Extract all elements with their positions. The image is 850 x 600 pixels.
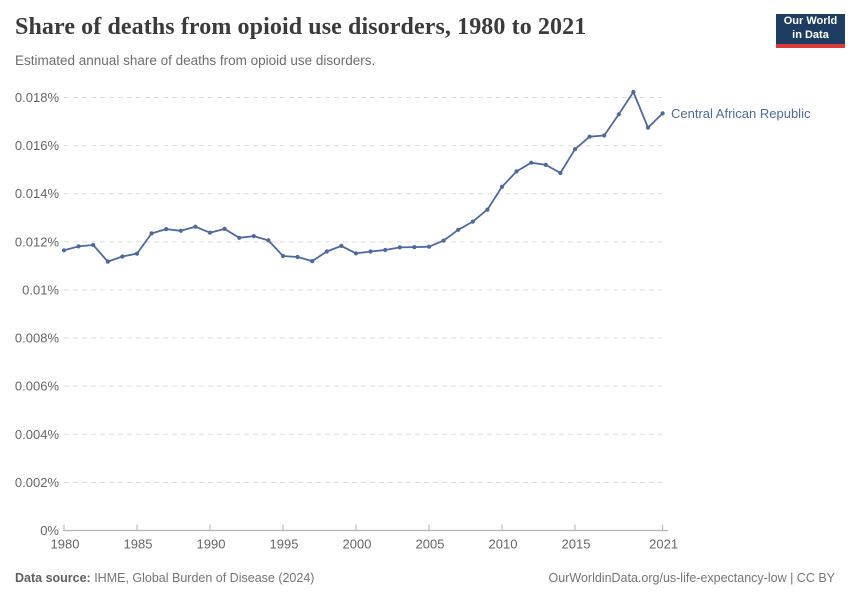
series-point <box>105 259 110 264</box>
y-axis-tick-label: 0.016% <box>15 138 60 153</box>
series-point <box>485 207 490 212</box>
series-point <box>514 169 519 174</box>
series-point <box>441 238 446 243</box>
series-point <box>602 133 607 138</box>
series-point <box>558 170 563 176</box>
x-axis-tick-label: 2010 <box>489 537 518 552</box>
series-point <box>61 248 67 253</box>
chart-subtitle: Estimated annual share of deaths from op… <box>15 53 376 68</box>
series-point <box>266 238 271 243</box>
y-axis-tick-label: 0.014% <box>15 186 60 201</box>
series-point <box>543 162 548 167</box>
x-axis-tick-label: 2005 <box>416 537 445 552</box>
series-point <box>660 111 665 116</box>
series-point <box>499 184 505 189</box>
series-point <box>310 259 315 264</box>
series-point <box>295 254 300 260</box>
series-point <box>529 160 534 165</box>
series-point <box>339 243 344 248</box>
x-axis-tick-label: 1980 <box>51 537 80 552</box>
credit-link[interactable]: OurWorldinData.org/us-life-expectancy-lo… <box>548 571 835 585</box>
series-point <box>237 235 242 240</box>
series-point <box>456 227 461 232</box>
series-point <box>207 230 213 235</box>
x-axis-tick-label: 1990 <box>197 537 226 552</box>
series-point <box>178 228 183 233</box>
y-axis-tick-label: 0.006% <box>15 379 60 394</box>
x-axis-tick-label: 2015 <box>562 537 591 552</box>
line-chart-plot: 0% 0.002% 0.004% 0.006% 0.008% 0.01% 0.012% 0.0… <box>15 89 678 552</box>
series-point <box>222 226 227 231</box>
series-point <box>134 251 140 256</box>
series-point <box>324 249 329 254</box>
series-point <box>368 249 373 254</box>
x-axis-tick-label: 2021 <box>649 537 678 552</box>
series-point <box>616 112 621 117</box>
data-source-text: IHME, Global Burden of Disease (2024) <box>90 571 315 585</box>
series-point <box>76 244 81 249</box>
series-point <box>280 253 286 259</box>
chart-area: 0% 0.002% 0.004% 0.006% 0.008% 0.01% 0.012% 0.0… <box>0 70 850 560</box>
series-point <box>149 231 154 236</box>
series-point <box>412 245 417 250</box>
y-axis-tick-label: 0.002% <box>15 475 60 490</box>
owid-logo[interactable]: Our World in Data <box>776 14 845 48</box>
y-axis-tick-label: 0.004% <box>15 427 60 442</box>
series-point <box>251 234 256 239</box>
series-point <box>645 125 651 130</box>
y-axis-tick-label: 0% <box>40 523 59 538</box>
series-point <box>470 219 475 224</box>
x-axis-tick-label: 1985 <box>124 537 153 552</box>
series-point <box>587 134 592 139</box>
x-axis-tick-label: 1995 <box>270 537 299 552</box>
series-point <box>193 224 198 229</box>
series-line <box>63 91 664 263</box>
series-point <box>572 147 578 152</box>
series-point <box>383 247 388 253</box>
series-label: Central African Republic <box>671 106 811 121</box>
data-source-note: Data source: IHME, Global Burden of Dise… <box>15 571 314 585</box>
chart-footer: Data source: IHME, Global Burden of Dise… <box>0 566 850 600</box>
y-axis-tick-label: 0.018% <box>15 90 60 105</box>
series-point <box>91 242 96 248</box>
series-point <box>397 245 402 250</box>
chart-title: Share of deaths from opioid use disorder… <box>15 14 587 40</box>
series-point <box>353 251 359 256</box>
y-axis-tick-label: 0.01% <box>22 282 59 297</box>
series-point <box>426 244 432 249</box>
owid-logo-text: Our World in Data <box>783 15 838 41</box>
y-axis-tick-label: 0.008% <box>15 331 60 346</box>
series-point <box>164 227 169 232</box>
data-source-label: Data source: <box>15 571 91 585</box>
x-axis-tick-label: 2000 <box>343 537 372 552</box>
y-axis-tick-label: 0.012% <box>15 234 60 249</box>
series-point <box>120 254 125 259</box>
series-point <box>631 89 636 95</box>
